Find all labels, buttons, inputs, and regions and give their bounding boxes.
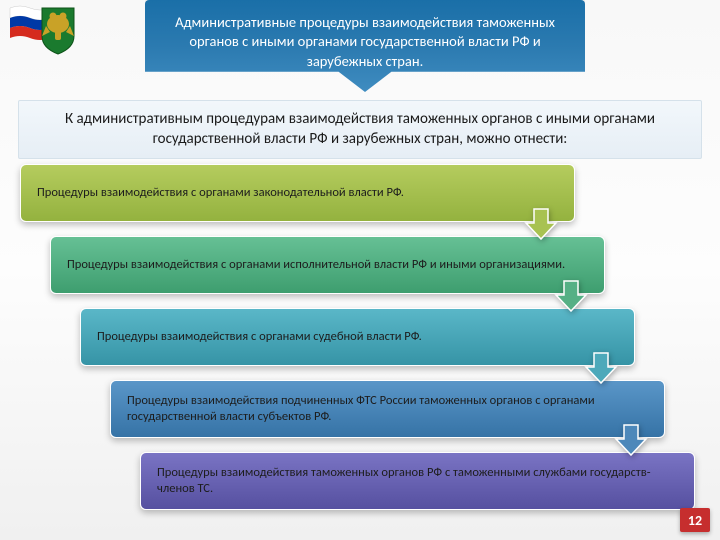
down-arrow-icon: [584, 351, 618, 385]
step-list: Процедуры взаимодействия с органами зако…: [20, 164, 700, 524]
header-banner: Административные процедуры взаимодействи…: [145, 0, 585, 92]
step-item: Процедуры взаимодействия с органами зако…: [20, 164, 575, 222]
step-item: Процедуры взаимодействия подчиненных ФТС…: [110, 380, 665, 438]
subtitle-text: К административным процедурам взаимодейс…: [65, 110, 655, 148]
step-text: Процедуры взаимодействия с органами суде…: [97, 329, 422, 345]
emblem-logo: [8, 2, 80, 58]
step-text: Процедуры взаимодействия подчиненных ФТС…: [127, 393, 648, 426]
page-number-value: 12: [688, 512, 702, 529]
page-number-badge: 12: [680, 508, 710, 532]
down-arrow-icon: [554, 279, 588, 313]
subtitle-box: К административным процедурам взаимодейс…: [18, 100, 702, 159]
step-text: Процедуры взаимодействия с органами зако…: [37, 185, 404, 201]
step-item: Процедуры взаимодействия с органами испо…: [50, 236, 605, 294]
down-arrow-icon: [524, 207, 558, 241]
step-item: Процедуры взаимодействия таможенных орга…: [140, 452, 695, 510]
step-text: Процедуры взаимодействия таможенных орга…: [157, 465, 678, 498]
down-arrow-icon: [614, 423, 648, 457]
step-text: Процедуры взаимодействия с органами испо…: [67, 257, 565, 273]
header-title: Административные процедуры взаимодействи…: [173, 13, 557, 72]
step-item: Процедуры взаимодействия с органами суде…: [80, 308, 635, 366]
